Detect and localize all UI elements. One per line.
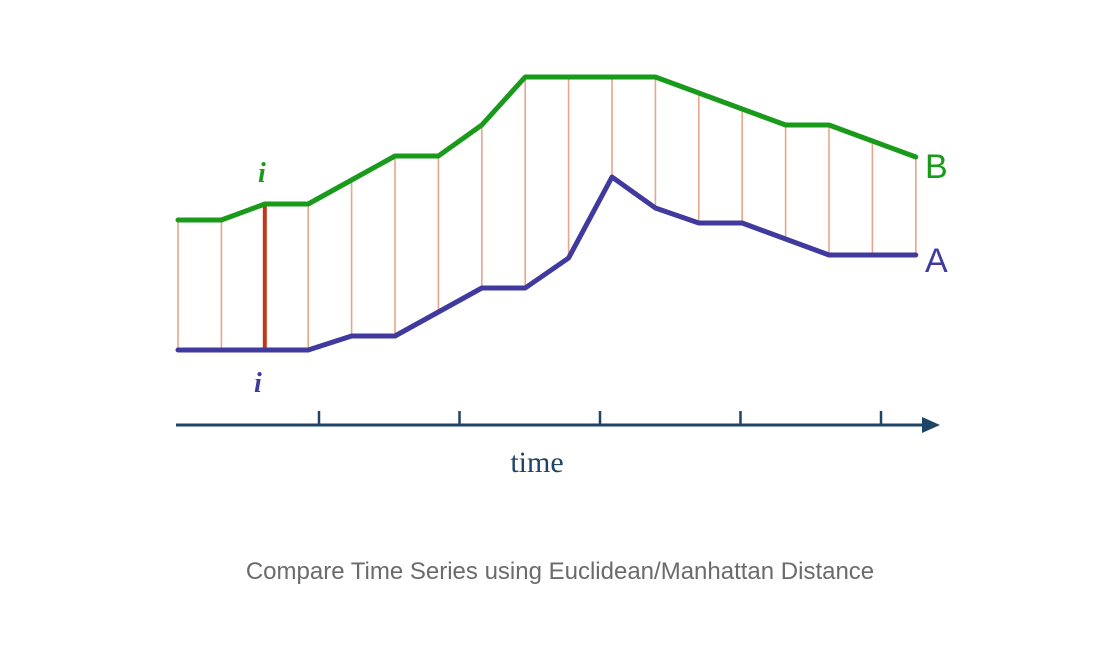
time-axis-label: time bbox=[510, 446, 563, 479]
time-axis-arrowhead bbox=[922, 417, 940, 433]
series-a-label: A bbox=[925, 242, 948, 280]
index-label-top: i bbox=[258, 158, 266, 189]
series-a-line bbox=[175, 174, 919, 353]
series-b-label: B bbox=[925, 148, 948, 186]
series-b-line bbox=[175, 74, 919, 223]
time-axis bbox=[176, 411, 940, 433]
index-label-bottom: i bbox=[254, 368, 262, 399]
figure-caption: Compare Time Series using Euclidean/Manh… bbox=[245, 558, 875, 585]
distance-connectors bbox=[177, 77, 917, 350]
time-series-diagram: B A i i time bbox=[175, 74, 948, 479]
time-axis-ticks bbox=[317, 411, 883, 425]
